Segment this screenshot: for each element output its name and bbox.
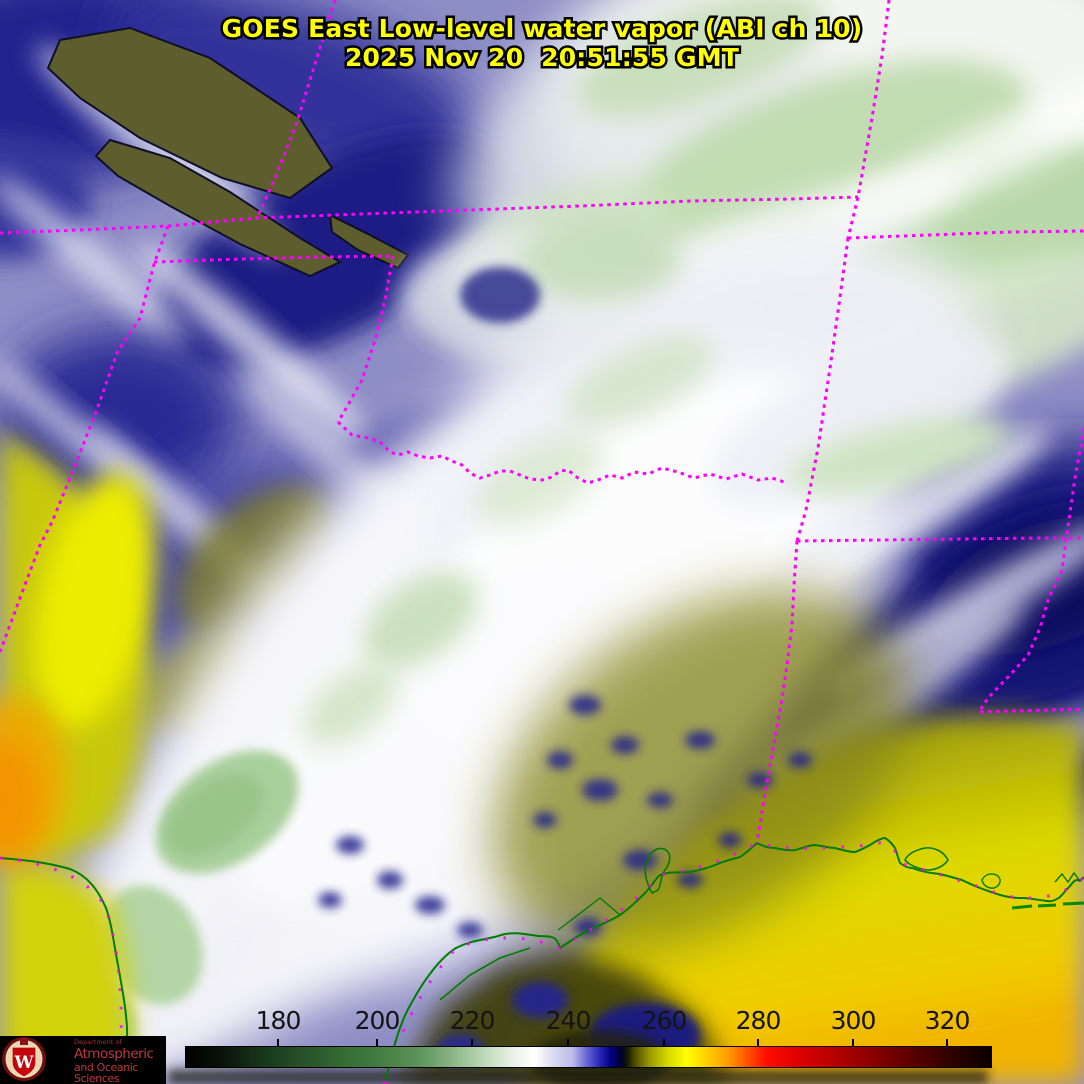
image-title-line1: GOES East Low-level water vapor (ABI ch …	[222, 14, 863, 43]
uw-crest-icon: W	[2, 1037, 46, 1081]
image-title-line2: 2025 Nov 20 20:51:55 GMT	[345, 43, 739, 72]
aos-logo: W Department of Atmospheric and Oceanic …	[0, 1036, 166, 1084]
logo-name-line1: Atmospheric	[74, 1045, 154, 1062]
dry-air-lower-left	[0, 430, 156, 1084]
logo-name-line2: and Oceanic Sciences	[74, 1061, 139, 1084]
state-borders	[0, 0, 1084, 844]
logo-department-label: Department of	[74, 1038, 122, 1046]
interior-cloud-mix	[400, 220, 680, 370]
moisture-speckles	[318, 695, 812, 938]
coast-border-dots	[0, 841, 1084, 1084]
cloud-shield-top-right	[448, 0, 1084, 408]
svg-text:W: W	[13, 1053, 34, 1073]
rio-grande-river	[0, 857, 129, 1084]
offshore-dashes	[1011, 901, 1084, 910]
